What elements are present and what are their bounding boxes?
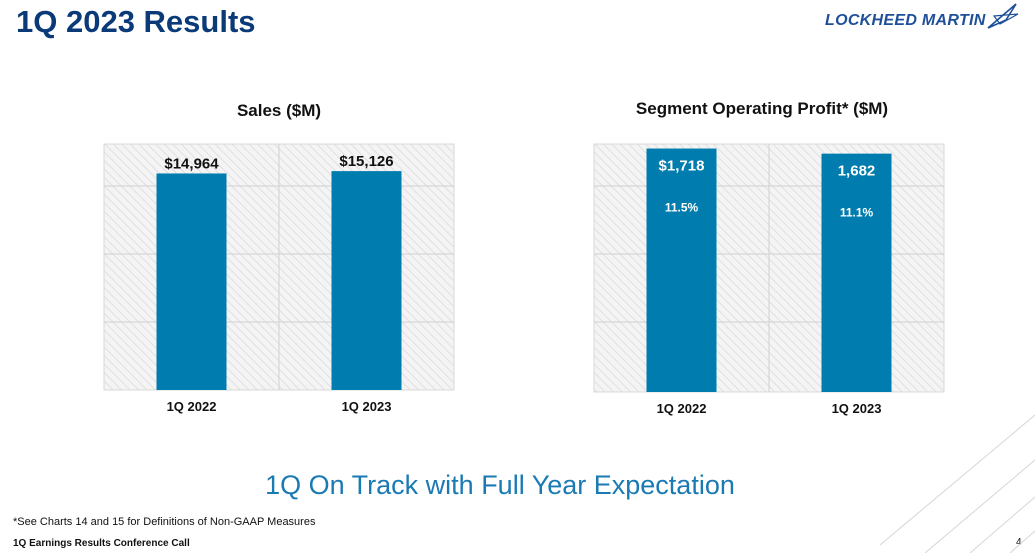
tagline: 1Q On Track with Full Year Expectation (265, 470, 735, 500)
x-tick-label: 1Q 2022 (657, 401, 707, 416)
x-tick-label: 1Q 2023 (342, 399, 392, 414)
footnote: *See Charts 14 and 15 for Definitions of… (13, 516, 316, 528)
logo-text: LOCKHEED MARTIN (825, 12, 986, 29)
data-label: 1,682 (838, 163, 876, 180)
star-icon (987, 3, 1019, 29)
sales-chart: $14,964 1Q 2022 $15,126 1Q 2023 (103, 143, 455, 414)
data-label: $14,964 (164, 155, 219, 172)
bar-1q-2023 (821, 153, 892, 392)
bar-1q-2023 (331, 171, 402, 390)
bar-1q-2022 (646, 148, 717, 392)
profit-chart-title: Segment Operating Profit* ($M) (635, 99, 889, 118)
data-label: $15,126 (339, 153, 393, 170)
margin-label: 11.5% (665, 201, 699, 215)
lockheed-martin-logo: LOCKHEED MARTIN (825, 3, 1025, 36)
x-tick-label: 1Q 2022 (167, 399, 217, 414)
data-label: $1,718 (659, 158, 705, 175)
page-title: 1Q 2023 Results (16, 4, 256, 39)
bar-1q-2022 (156, 173, 227, 390)
margin-label: 11.1% (840, 206, 874, 220)
profit-chart: $1,718 11.5% 1Q 2022 1,682 11.1% 1Q 2023 (593, 143, 945, 416)
x-tick-label: 1Q 2023 (832, 401, 882, 416)
sales-chart-title: Sales ($M) (236, 101, 322, 120)
page-number: 4 (1016, 537, 1022, 548)
decorative-corner-lines (879, 414, 1035, 553)
footer-title: 1Q Earnings Results Conference Call (13, 538, 190, 549)
